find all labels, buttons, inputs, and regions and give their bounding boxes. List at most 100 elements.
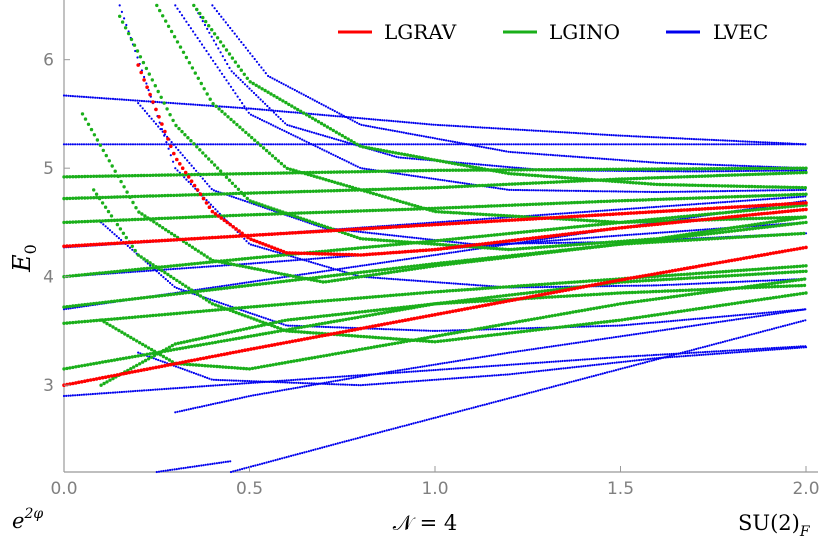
- data-point-lvec: [741, 335, 745, 338]
- data-point-lvec: [681, 326, 684, 329]
- data-point-lvec: [599, 338, 602, 341]
- data-point-lvec: [552, 360, 555, 363]
- data-point-lvec: [155, 470, 158, 474]
- data-point-lvec: [684, 203, 687, 206]
- data-point-lvec: [618, 158, 621, 162]
- data-point-lgino: [379, 311, 384, 315]
- data-point-lvec: [383, 371, 386, 374]
- data-point-lvec: [392, 370, 395, 373]
- data-point-lvec: [217, 378, 220, 382]
- data-point-lvec: [163, 134, 166, 137]
- data-point-lvec: [563, 154, 566, 157]
- data-point-lvec: [565, 155, 568, 158]
- data-point-lvec: [267, 248, 270, 251]
- data-point-lvec: [603, 190, 607, 193]
- data-point-lvec: [345, 377, 348, 381]
- data-point-lvec: [724, 143, 727, 146]
- data-point-lvec: [520, 327, 523, 330]
- data-point-lvec: [666, 136, 669, 139]
- data-point-lvec: [388, 382, 391, 385]
- data-point-lgino: [246, 334, 250, 339]
- data-point-lvec: [103, 97, 106, 100]
- data-point-lvec: [630, 143, 633, 146]
- data-point-lvec: [517, 242, 520, 245]
- data-point-lvec: [632, 333, 636, 336]
- data-point-lvec: [312, 448, 315, 452]
- data-point-lvec: [113, 233, 116, 236]
- data-point-lgino: [350, 297, 354, 301]
- data-point-lvec: [695, 324, 698, 327]
- data-point-lvec: [539, 388, 542, 392]
- data-point-lvec: [661, 284, 664, 287]
- data-point-lvec: [571, 155, 575, 158]
- data-point-lvec: [322, 325, 325, 328]
- data-point-lvec: [274, 260, 277, 263]
- data-point-lgino: [501, 294, 505, 298]
- data-point-lvec: [310, 261, 313, 264]
- data-point-lvec: [510, 188, 513, 191]
- data-point-lvec: [537, 143, 540, 146]
- data-point-lvec: [426, 379, 429, 382]
- data-point-lvec: [303, 451, 306, 454]
- data-point-lvec: [363, 264, 366, 267]
- data-point-lvec: [581, 340, 584, 343]
- data-point-lvec: [552, 345, 555, 348]
- data-point-lvec: [744, 143, 747, 146]
- data-point-lvec: [446, 377, 449, 380]
- data-point-lvec: [393, 129, 396, 133]
- data-point-lvec: [332, 256, 335, 259]
- data-point-lvec: [279, 117, 282, 121]
- data-point-lvec: [511, 372, 514, 376]
- data-point-lvec: [354, 437, 357, 440]
- data-point-lvec: [252, 114, 255, 117]
- data-point-lgino: [181, 346, 185, 350]
- data-point-lvec: [416, 421, 419, 424]
- data-point-lgino: [489, 295, 494, 299]
- data-point-lvec: [262, 69, 265, 72]
- data-point-lvec: [120, 390, 123, 394]
- data-point-lvec: [239, 379, 242, 382]
- data-point-lgino: [284, 302, 289, 306]
- data-point-lvec: [403, 143, 406, 146]
- data-point-lvec: [743, 313, 746, 316]
- data-point-lvec: [417, 237, 420, 240]
- data-point-lvec: [492, 186, 495, 189]
- data-point-lvec: [192, 167, 195, 170]
- data-point-lvec: [482, 146, 486, 149]
- data-point-lvec: [704, 190, 707, 193]
- data-point-lvec: [398, 130, 401, 133]
- data-point-lvec: [775, 197, 778, 200]
- data-point-lvec: [717, 201, 720, 204]
- data-point-lvec: [523, 143, 526, 146]
- data-point-lvec: [752, 312, 755, 315]
- data-point-lgino: [519, 292, 523, 296]
- data-point-lvec: [574, 211, 578, 214]
- data-point-lvec: [503, 127, 506, 130]
- data-point-lvec: [632, 355, 636, 358]
- data-point-lvec: [491, 328, 494, 331]
- data-point-lvec: [234, 143, 237, 146]
- data-point-lvec: [468, 182, 471, 186]
- data-point-lvec: [222, 302, 225, 306]
- data-point-lvec: [445, 329, 448, 332]
- data-point-lvec: [451, 140, 454, 143]
- data-point-lvec: [188, 161, 191, 165]
- data-point-lvec: [746, 140, 749, 143]
- data-point-lvec: [378, 327, 381, 330]
- data-point-lvec: [459, 181, 462, 184]
- data-point-lvec: [470, 366, 473, 369]
- data-point-lvec: [593, 363, 596, 367]
- data-point-lvec: [183, 386, 186, 389]
- data-point-lvec: [330, 376, 333, 379]
- data-point-lvec: [419, 369, 422, 373]
- data-point-lvec: [461, 219, 464, 222]
- data-point-lvec: [364, 383, 367, 386]
- data-point-lvec: [679, 143, 682, 146]
- data-point-lvec: [662, 170, 665, 173]
- data-point-lvec: [637, 190, 640, 193]
- data-point-lvec: [301, 385, 304, 388]
- data-point-lvec: [298, 91, 301, 94]
- data-point-lvec: [220, 302, 223, 305]
- data-point-lvec: [475, 375, 478, 378]
- data-point-lvec: [663, 320, 666, 323]
